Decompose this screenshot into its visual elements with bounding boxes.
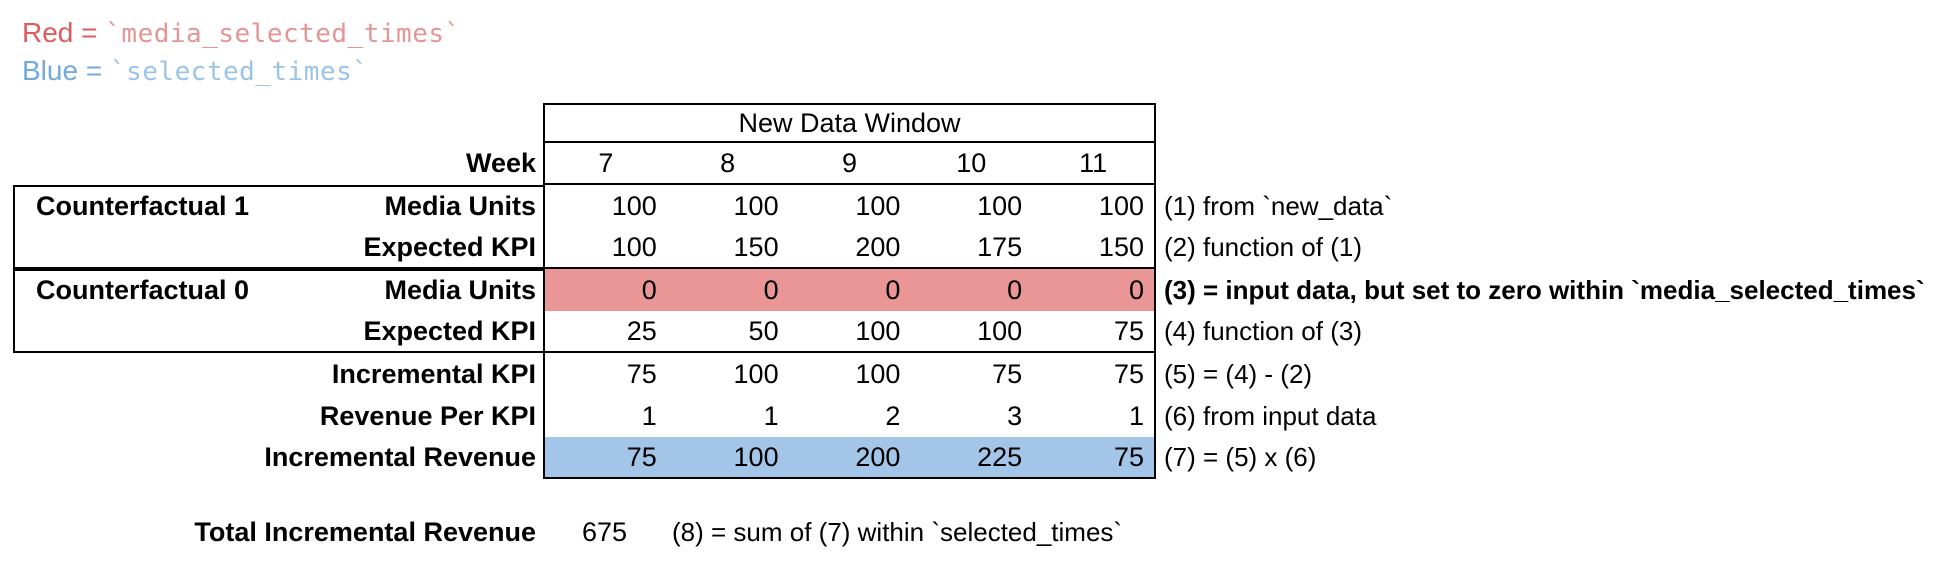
value-cell: 100 [733, 359, 779, 389]
value-cell: 200 [855, 232, 901, 262]
table-row-revenue-per-kpi: 1 1 2 3 1 [545, 395, 1154, 437]
value-cell: 0 [641, 275, 657, 305]
value-cell: 100 [977, 191, 1023, 221]
value-cell: 100 [733, 191, 779, 221]
value-cell: 50 [748, 316, 779, 346]
value-cell: 25 [626, 316, 657, 346]
annotation-2: (2) function of (1) [1164, 232, 1362, 262]
value-cell: 0 [1007, 275, 1023, 305]
counterfactual-0-label: Counterfactual 0 [36, 275, 250, 305]
value-cell: 75 [1113, 316, 1144, 346]
total-incremental-revenue-value: 675 [581, 517, 628, 547]
table-row-incremental-revenue-highlighted: 75 100 200 225 75 [545, 437, 1154, 477]
week-cell: 8 [720, 148, 736, 178]
legend-blue-line: Blue = `selected_times` [22, 52, 461, 90]
annotation-1: (1) from `new_data` [1164, 191, 1393, 221]
annotation-4: (4) function of (3) [1164, 316, 1362, 346]
annotation-3: (3) = input data, but set to zero within… [1164, 275, 1925, 305]
legend-red-line: Red = `media_selected_times` [22, 14, 461, 52]
value-cell: 75 [626, 442, 657, 472]
value-cell: 175 [977, 232, 1023, 262]
legend: Red = `media_selected_times` Blue = `sel… [22, 14, 461, 90]
value-cell: 0 [885, 275, 901, 305]
legend-red-label: Red = [22, 17, 106, 48]
value-cell: 100 [611, 191, 657, 221]
table-row-incremental-kpi: 75 100 100 75 75 [545, 353, 1154, 395]
value-cell: 100 [855, 316, 901, 346]
data-table: New Data Window 7 8 9 10 11 100 100 100 … [543, 103, 1156, 479]
week-row: 7 8 9 10 11 [545, 143, 1154, 185]
window-header-title: New Data Window [738, 107, 961, 138]
value-cell: 1 [1128, 401, 1144, 431]
annotation-7: (7) = (5) x (6) [1164, 442, 1317, 472]
row-label-incremental-revenue: Incremental Revenue [264, 442, 536, 472]
value-cell: 100 [611, 232, 657, 262]
value-cell: 0 [763, 275, 779, 305]
value-cell: 150 [1098, 232, 1144, 262]
value-cell: 100 [1098, 191, 1144, 221]
counterfactual-1-box [13, 185, 543, 269]
row-label-revenue-per-kpi: Revenue Per KPI [319, 401, 536, 431]
legend-blue-code: `selected_times` [109, 57, 369, 87]
value-cell: 100 [733, 442, 779, 472]
value-cell: 75 [992, 359, 1023, 389]
week-cell: 9 [841, 148, 857, 178]
week-cell: 7 [598, 148, 614, 178]
legend-red-code: `media_selected_times` [105, 19, 461, 49]
value-cell: 225 [977, 442, 1023, 472]
value-cell: 150 [733, 232, 779, 262]
value-cell: 100 [855, 191, 901, 221]
legend-blue-label: Blue = [22, 55, 110, 86]
value-cell: 1 [641, 401, 657, 431]
table-row-media-units-cf0-highlighted: 0 0 0 0 0 [545, 269, 1154, 311]
value-cell: 200 [855, 442, 901, 472]
value-cell: 2 [885, 401, 901, 431]
row-label-media-units-cf1: Media Units [384, 191, 536, 221]
value-cell: 75 [1113, 442, 1144, 472]
row-label-expected-kpi-cf0: Expected KPI [363, 316, 536, 346]
value-cell: 75 [1113, 359, 1144, 389]
row-label-media-units-cf0: Media Units [384, 275, 536, 305]
window-header-row: New Data Window [545, 105, 1154, 143]
row-label-incremental-kpi: Incremental KPI [331, 359, 536, 389]
value-cell: 0 [1128, 275, 1144, 305]
annotation-6: (6) from input data [1164, 401, 1377, 431]
week-cell: 11 [1079, 148, 1108, 178]
annotation-8: (8) = sum of (7) within `selected_times` [672, 517, 1123, 547]
counterfactual-1-label: Counterfactual 1 [36, 191, 250, 221]
value-cell: 1 [763, 401, 779, 431]
table-row-media-units-cf1: 100 100 100 100 100 [545, 185, 1154, 227]
week-row-label: Week [465, 148, 536, 178]
total-incremental-revenue-label: Total Incremental Revenue [194, 517, 536, 547]
value-cell: 100 [855, 359, 901, 389]
table-row-expected-kpi-cf0: 25 50 100 100 75 [545, 311, 1154, 353]
value-cell: 75 [626, 359, 657, 389]
value-cell: 3 [1007, 401, 1023, 431]
row-label-expected-kpi-cf1: Expected KPI [363, 232, 536, 262]
value-cell: 100 [977, 316, 1023, 346]
table-row-expected-kpi-cf1: 100 150 200 175 150 [545, 227, 1154, 269]
annotation-5: (5) = (4) - (2) [1164, 359, 1313, 389]
counterfactual-0-box [13, 269, 543, 353]
week-cell: 10 [956, 148, 987, 178]
